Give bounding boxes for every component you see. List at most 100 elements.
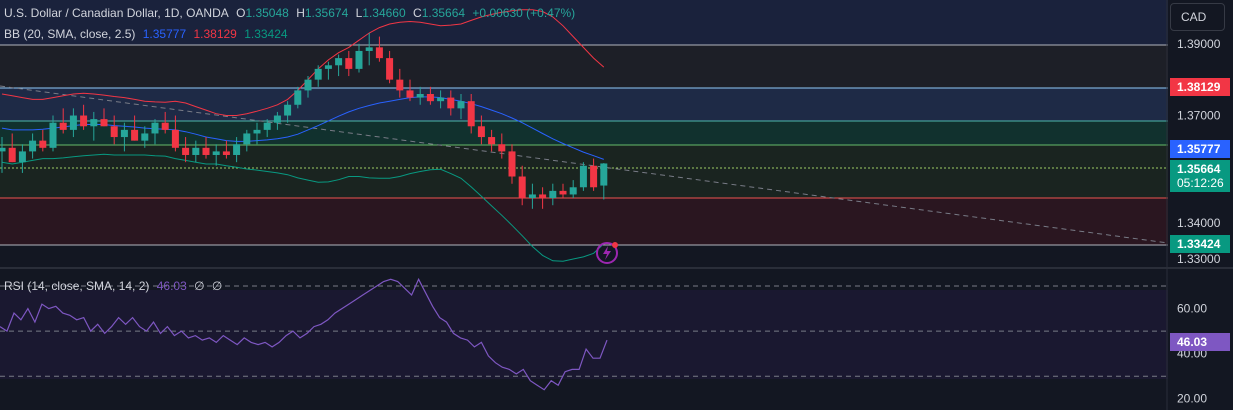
rsi-tick-label: 60.00 <box>1177 302 1207 316</box>
bb-upper-line <box>1 9 605 116</box>
bb-label: BB (20, SMA, close, 2.5) <box>4 27 136 41</box>
rsi-tick-label: 20.00 <box>1177 392 1207 406</box>
candle-body <box>294 90 302 105</box>
candle-body <box>80 115 88 127</box>
candle-body <box>110 126 118 138</box>
candle-body <box>375 47 383 59</box>
candle-body <box>539 194 547 199</box>
candle-body <box>120 129 128 138</box>
alert-icon[interactable] <box>596 242 618 264</box>
close-value: 1.35664 <box>421 6 466 20</box>
last-price-value: 1.35664 <box>1177 162 1221 176</box>
price-tick-label: 1.39000 <box>1177 37 1221 51</box>
low-label: L <box>355 6 363 20</box>
candle-body <box>161 122 169 130</box>
candle-body <box>29 140 37 152</box>
candle-body <box>365 47 373 51</box>
rsi-label: RSI (14, close, SMA, 14, 2) <box>4 279 150 293</box>
candle-body <box>579 165 587 188</box>
rsi-legend[interactable]: RSI (14, close, SMA, 14, 2) 46.03 ∅ ∅ <box>4 279 226 293</box>
bb-lower-line <box>1 153 605 262</box>
candle-body <box>569 187 577 195</box>
candle-body <box>518 176 526 199</box>
candle-body <box>141 133 149 141</box>
candle-body <box>386 58 394 80</box>
bb-upper-tag: 1.38129 <box>1170 78 1230 96</box>
candle-body <box>467 101 475 127</box>
rsi-null-1: ∅ <box>194 279 205 293</box>
candle-body <box>335 58 343 66</box>
candle-body <box>406 90 414 98</box>
candle-body <box>243 133 251 145</box>
candle-body <box>355 50 363 69</box>
candle-body <box>488 137 496 145</box>
candle-body <box>549 190 557 199</box>
candle-body <box>202 147 210 155</box>
trend-line <box>0 85 1169 244</box>
candle-body <box>559 190 567 195</box>
candle-body <box>8 147 16 163</box>
candle-body <box>90 119 98 127</box>
bb-lower-value: 1.33424 <box>244 27 288 41</box>
bb-mid-value: 1.35777 <box>142 27 187 41</box>
candle-body <box>284 104 292 116</box>
price-tick-label: 1.37000 <box>1177 109 1221 123</box>
candle-body <box>151 122 159 134</box>
candle-body <box>212 151 220 155</box>
candle-body <box>233 144 241 155</box>
candle-body <box>426 93 434 102</box>
rsi-value-tag: 46.03 <box>1170 333 1230 351</box>
candle-body <box>416 93 424 98</box>
candle-body <box>273 115 281 123</box>
candle-body <box>59 122 67 130</box>
candle-body <box>314 68 322 80</box>
currency-selector[interactable]: CAD <box>1170 3 1225 31</box>
bar-countdown: 05:12:26 <box>1177 176 1224 190</box>
open-value: 1.35048 <box>245 6 289 20</box>
symbol-title: U.S. Dollar / Canadian Dollar, 1D, OANDA <box>4 6 229 20</box>
last-price-tag: 1.35664 05:12:26 <box>1170 160 1230 192</box>
candle-body <box>39 140 47 148</box>
bb-upper-value: 1.38129 <box>193 27 237 41</box>
candle-body <box>457 101 465 109</box>
bb-legend[interactable]: BB (20, SMA, close, 2.5) 1.35777 1.38129… <box>4 27 292 41</box>
candle-body <box>600 163 608 186</box>
candle-body <box>590 165 598 188</box>
symbol-header: U.S. Dollar / Canadian Dollar, 1D, OANDA… <box>4 6 579 20</box>
candle-body <box>498 144 506 152</box>
candle-body <box>447 97 455 109</box>
candle-body <box>253 129 261 134</box>
candle-body <box>437 97 445 102</box>
bb-mid-tag: 1.35777 <box>1170 140 1230 158</box>
rsi-line <box>0 277 608 391</box>
candle-body <box>131 129 139 141</box>
candle-body <box>69 115 77 130</box>
price-axis: 1.390001.370001.340001.3300060.0040.0020… <box>1177 37 1221 406</box>
candle-body <box>345 58 353 69</box>
candle-body <box>304 79 312 91</box>
bb-lower-tag: 1.33424 <box>1170 235 1230 253</box>
high-value: 1.35674 <box>304 6 349 20</box>
price-tick-label: 1.33000 <box>1177 252 1221 266</box>
rsi-pane <box>0 277 1168 391</box>
change-value: +0.00630 (+0.47%) <box>472 6 576 20</box>
candle-body <box>18 151 26 163</box>
candle-body <box>171 129 179 148</box>
rsi-null-2: ∅ <box>211 279 223 293</box>
candle-body <box>528 194 536 199</box>
close-label: C <box>413 6 422 20</box>
low-value: 1.34660 <box>362 6 406 20</box>
rsi-value: 46.03 <box>156 279 187 293</box>
open-label: O <box>236 6 246 20</box>
high-label: H <box>296 6 305 20</box>
price-tick-label: 1.34000 <box>1177 216 1221 230</box>
candle-body <box>49 122 57 148</box>
candle-body <box>182 147 190 155</box>
candle-body <box>263 122 271 130</box>
price-pane <box>0 9 608 262</box>
candle-body <box>0 147 6 152</box>
candle-body <box>477 126 485 138</box>
candle-body <box>100 119 108 127</box>
candle-body <box>324 65 332 69</box>
